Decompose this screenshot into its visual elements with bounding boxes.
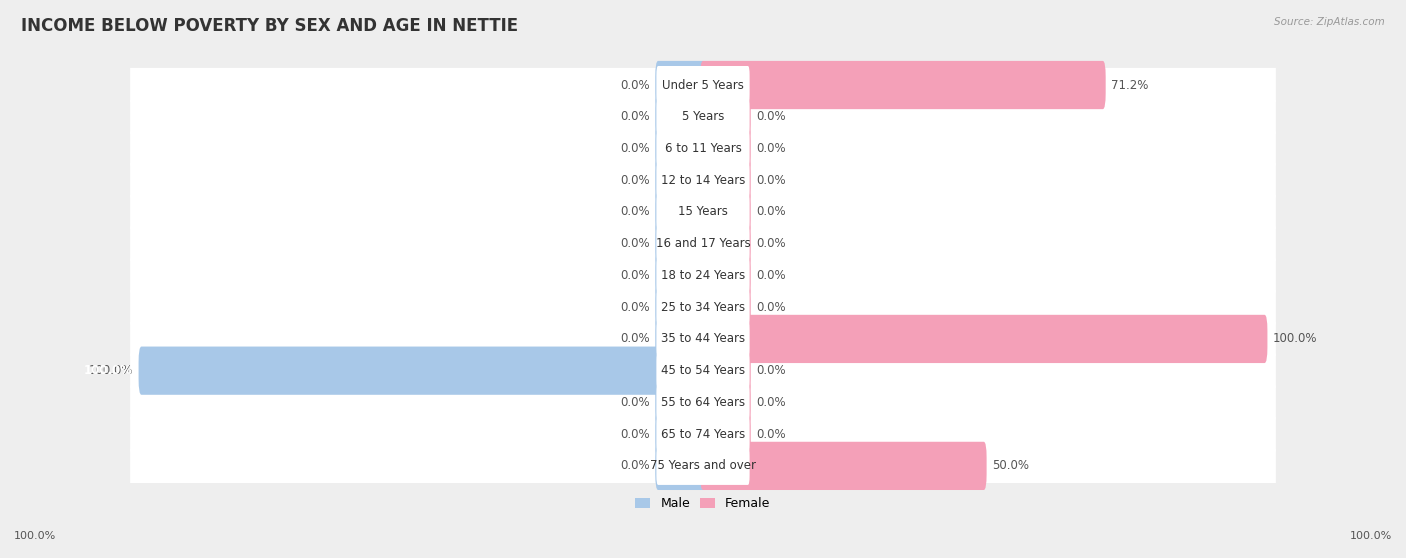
FancyBboxPatch shape	[700, 220, 751, 268]
Text: 0.0%: 0.0%	[620, 205, 650, 219]
FancyBboxPatch shape	[131, 322, 1275, 356]
FancyBboxPatch shape	[131, 258, 1275, 292]
FancyBboxPatch shape	[700, 188, 751, 236]
FancyBboxPatch shape	[131, 290, 1275, 324]
Text: 0.0%: 0.0%	[620, 396, 650, 409]
FancyBboxPatch shape	[131, 68, 1275, 102]
FancyBboxPatch shape	[700, 61, 1105, 109]
Text: 55 to 64 Years: 55 to 64 Years	[661, 396, 745, 409]
FancyBboxPatch shape	[131, 385, 1275, 420]
Text: INCOME BELOW POVERTY BY SEX AND AGE IN NETTIE: INCOME BELOW POVERTY BY SEX AND AGE IN N…	[21, 17, 519, 35]
Text: 5 Years: 5 Years	[682, 110, 724, 123]
Text: 0.0%: 0.0%	[756, 396, 786, 409]
FancyBboxPatch shape	[655, 315, 706, 363]
Text: 25 to 34 Years: 25 to 34 Years	[661, 301, 745, 314]
Text: 18 to 24 Years: 18 to 24 Years	[661, 269, 745, 282]
FancyBboxPatch shape	[657, 193, 749, 231]
FancyBboxPatch shape	[657, 66, 749, 104]
Text: 0.0%: 0.0%	[756, 142, 786, 155]
FancyBboxPatch shape	[657, 447, 749, 485]
Text: 0.0%: 0.0%	[756, 301, 786, 314]
FancyBboxPatch shape	[657, 288, 749, 326]
FancyBboxPatch shape	[655, 251, 706, 300]
FancyBboxPatch shape	[655, 188, 706, 236]
FancyBboxPatch shape	[700, 124, 751, 172]
FancyBboxPatch shape	[131, 417, 1275, 451]
FancyBboxPatch shape	[131, 449, 1275, 483]
FancyBboxPatch shape	[655, 61, 706, 109]
Text: 100.0%: 100.0%	[1272, 333, 1317, 345]
FancyBboxPatch shape	[131, 195, 1275, 229]
Text: 0.0%: 0.0%	[756, 174, 786, 187]
FancyBboxPatch shape	[655, 378, 706, 426]
FancyBboxPatch shape	[700, 251, 751, 300]
Text: 0.0%: 0.0%	[620, 269, 650, 282]
FancyBboxPatch shape	[700, 315, 1267, 363]
Text: 16 and 17 Years: 16 and 17 Years	[655, 237, 751, 250]
Text: 12 to 14 Years: 12 to 14 Years	[661, 174, 745, 187]
FancyBboxPatch shape	[657, 98, 749, 136]
FancyBboxPatch shape	[657, 161, 749, 199]
FancyBboxPatch shape	[657, 383, 749, 421]
Text: 0.0%: 0.0%	[756, 205, 786, 219]
FancyBboxPatch shape	[700, 93, 751, 141]
Text: 75 Years and over: 75 Years and over	[650, 459, 756, 473]
FancyBboxPatch shape	[700, 378, 751, 426]
FancyBboxPatch shape	[131, 131, 1275, 166]
FancyBboxPatch shape	[657, 320, 749, 358]
Text: 0.0%: 0.0%	[620, 333, 650, 345]
Text: 0.0%: 0.0%	[620, 427, 650, 441]
Text: Source: ZipAtlas.com: Source: ZipAtlas.com	[1274, 17, 1385, 27]
Text: 71.2%: 71.2%	[1111, 79, 1149, 92]
Text: 100.0%: 100.0%	[89, 364, 134, 377]
FancyBboxPatch shape	[655, 283, 706, 331]
Text: 15 Years: 15 Years	[678, 205, 728, 219]
Text: 6 to 11 Years: 6 to 11 Years	[665, 142, 741, 155]
FancyBboxPatch shape	[700, 156, 751, 204]
FancyBboxPatch shape	[131, 354, 1275, 388]
FancyBboxPatch shape	[657, 415, 749, 453]
FancyBboxPatch shape	[700, 347, 751, 395]
Text: 65 to 74 Years: 65 to 74 Years	[661, 427, 745, 441]
Text: 0.0%: 0.0%	[620, 459, 650, 473]
Text: 100.0%: 100.0%	[1350, 531, 1392, 541]
FancyBboxPatch shape	[131, 227, 1275, 261]
Text: 45 to 54 Years: 45 to 54 Years	[661, 364, 745, 377]
FancyBboxPatch shape	[657, 352, 749, 389]
FancyBboxPatch shape	[700, 410, 751, 458]
FancyBboxPatch shape	[131, 100, 1275, 134]
FancyBboxPatch shape	[657, 225, 749, 263]
Legend: Male, Female: Male, Female	[630, 492, 776, 515]
Text: 0.0%: 0.0%	[756, 427, 786, 441]
Text: 0.0%: 0.0%	[620, 301, 650, 314]
Text: 0.0%: 0.0%	[756, 364, 786, 377]
FancyBboxPatch shape	[655, 220, 706, 268]
FancyBboxPatch shape	[655, 156, 706, 204]
Text: 0.0%: 0.0%	[756, 237, 786, 250]
Text: 0.0%: 0.0%	[620, 237, 650, 250]
FancyBboxPatch shape	[139, 347, 706, 395]
Text: 0.0%: 0.0%	[756, 269, 786, 282]
FancyBboxPatch shape	[700, 283, 751, 331]
FancyBboxPatch shape	[655, 410, 706, 458]
Text: 35 to 44 Years: 35 to 44 Years	[661, 333, 745, 345]
FancyBboxPatch shape	[655, 93, 706, 141]
FancyBboxPatch shape	[700, 442, 987, 490]
Text: 100.0%: 100.0%	[84, 364, 134, 377]
FancyBboxPatch shape	[131, 163, 1275, 198]
Text: 0.0%: 0.0%	[620, 110, 650, 123]
Text: 0.0%: 0.0%	[620, 79, 650, 92]
Text: Under 5 Years: Under 5 Years	[662, 79, 744, 92]
FancyBboxPatch shape	[655, 442, 706, 490]
Text: 100.0%: 100.0%	[14, 531, 56, 541]
FancyBboxPatch shape	[655, 124, 706, 172]
Text: 0.0%: 0.0%	[620, 142, 650, 155]
FancyBboxPatch shape	[657, 257, 749, 295]
FancyBboxPatch shape	[657, 129, 749, 167]
Text: 50.0%: 50.0%	[993, 459, 1029, 473]
Text: 0.0%: 0.0%	[756, 110, 786, 123]
Text: 0.0%: 0.0%	[620, 174, 650, 187]
